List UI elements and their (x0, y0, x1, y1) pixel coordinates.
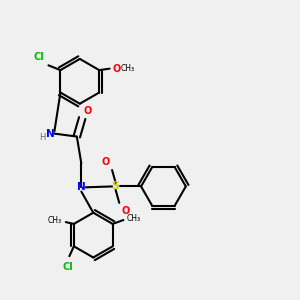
Text: CH₃: CH₃ (127, 214, 141, 223)
Text: N: N (46, 129, 54, 139)
Text: O: O (113, 64, 121, 74)
Text: H: H (39, 133, 46, 142)
Text: CH₃: CH₃ (121, 64, 135, 73)
Text: CH₃: CH₃ (47, 216, 61, 225)
Text: O: O (122, 206, 130, 216)
Text: O: O (84, 106, 92, 116)
Text: S: S (112, 182, 120, 191)
Text: Cl: Cl (62, 262, 73, 272)
Text: Cl: Cl (33, 52, 44, 62)
Text: O: O (101, 157, 110, 167)
Text: N: N (77, 182, 86, 192)
